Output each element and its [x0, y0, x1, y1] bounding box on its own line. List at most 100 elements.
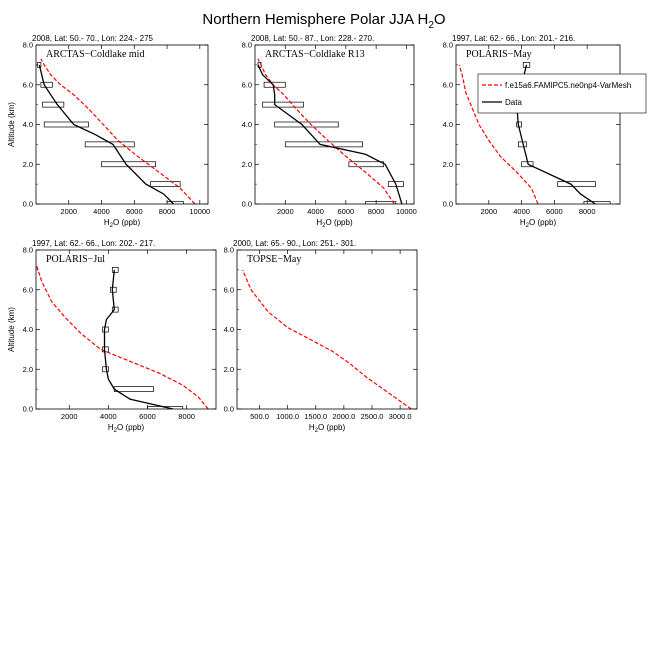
y-tick-label: 0.0	[224, 405, 234, 414]
x-axis-title: H2O (ppb)	[108, 423, 145, 434]
y-axis-title: Altitude (km)	[7, 307, 16, 352]
range-box	[263, 81, 286, 88]
range-box	[42, 101, 65, 108]
y-tick-label: 4.0	[242, 120, 252, 129]
x-tick-label: 2000.0	[332, 412, 355, 421]
chart-panel-2: 2008, Lat: 50.- 87., Lon: 228.- 270. 0.0 2…	[242, 34, 417, 229]
x-axis-title: H2O (ppb)	[104, 218, 141, 229]
range-box	[150, 181, 181, 187]
chart-panel-3: 1997, Lat: 62.- 66., Lon: 201.- 216. 0.0 2…	[443, 34, 647, 229]
x-tick-label: 6000	[546, 207, 563, 216]
range-box	[365, 201, 397, 204]
x-tick-label: 6000	[338, 207, 355, 216]
x-tick-label: 4000	[93, 207, 110, 216]
chart-panel-1: 2008, Lat: 50.- 70., Lon: 224.- 275 0.0 2.…	[7, 34, 210, 229]
panel-header: 2008, Lat: 50.- 87., Lon: 228.- 270.	[251, 34, 374, 43]
y-tick-label: 2.0	[23, 160, 33, 169]
range-box	[262, 101, 304, 108]
plot-area	[37, 58, 196, 204]
y-tick-label: 8.0	[224, 246, 234, 255]
plot-area	[242, 269, 412, 409]
panel-header: 2000, Lat: 65.- 90., Lon: 251.- 301.	[233, 239, 356, 248]
x-tick-label: 4000	[513, 207, 530, 216]
y-tick-label: 0.0	[443, 200, 453, 209]
range-box	[166, 201, 184, 204]
range-box	[274, 121, 339, 128]
y-tick-label: 6.0	[23, 285, 33, 294]
y-tick-label: 4.0	[224, 325, 234, 334]
model-line	[242, 269, 412, 409]
x-tick-label: 8000	[368, 207, 385, 216]
legend-obs-label: Data	[505, 98, 522, 107]
x-tick-label: 2000	[61, 412, 78, 421]
range-box	[40, 81, 53, 88]
panel-label: ARCTAS−Coldlake R13	[265, 49, 365, 60]
plot-frame	[35, 44, 209, 205]
plot-area	[36, 263, 209, 409]
x-tick-label: 10000	[189, 207, 210, 216]
panels: 2008, Lat: 50.- 70., Lon: 224.- 275 0.0 2.…	[7, 34, 647, 434]
x-tick-label: 6000	[139, 412, 156, 421]
x-tick-label: 2000	[277, 207, 294, 216]
plot-frame	[455, 44, 621, 205]
range-box	[102, 346, 109, 353]
y-tick-label: 6.0	[242, 80, 252, 89]
range-box	[102, 366, 109, 373]
range-box	[557, 181, 596, 187]
model-line	[40, 58, 196, 204]
range-box	[387, 181, 404, 187]
y-tick-label: 2.0	[242, 160, 252, 169]
range-box	[43, 121, 89, 128]
range-box	[583, 201, 611, 204]
x-tick-label: 8000	[159, 207, 176, 216]
y-tick-label: 0.0	[23, 405, 33, 414]
y-tick-label: 8.0	[443, 41, 453, 50]
x-tick-label: 3000.0	[389, 412, 412, 421]
panel-header: 1997, Lat: 62.- 66., Lon: 202.- 217.	[32, 239, 155, 248]
chart-panel-5: 2000, Lat: 65.- 90., Lon: 251.- 301. 0.0 2…	[224, 239, 418, 434]
x-tick-label: 1500.0	[304, 412, 327, 421]
range-box	[111, 267, 119, 273]
range-box	[111, 306, 119, 313]
obs-line	[257, 64, 403, 204]
x-tick-label: 2000	[480, 207, 497, 216]
x-axis-title: H2O (ppb)	[309, 423, 346, 434]
panel-label: POLARIS−May	[466, 49, 532, 60]
panel-header: 2008, Lat: 50.- 70., Lon: 224.- 275	[32, 34, 154, 43]
obs-line	[103, 269, 174, 409]
plot-frame	[254, 44, 415, 205]
range-box	[113, 386, 154, 392]
y-tick-label: 4.0	[443, 120, 453, 129]
model-line	[257, 58, 395, 204]
model-line	[458, 64, 539, 204]
x-tick-label: 2000	[60, 207, 77, 216]
legend: f.e15a6.FAMIPC5.ne0np4-VarMesh Data	[477, 73, 647, 114]
y-tick-label: 8.0	[23, 246, 33, 255]
y-axis-title: Altitude (km)	[7, 102, 16, 147]
x-tick-label: 2500.0	[361, 412, 384, 421]
x-tick-label: 1000.0	[276, 412, 299, 421]
y-tick-label: 8.0	[23, 41, 33, 50]
x-tick-label: 10000	[396, 207, 417, 216]
y-tick-label: 2.0	[224, 365, 234, 374]
range-box	[348, 161, 385, 168]
plot-frame	[35, 249, 217, 410]
x-tick-label: 500.0	[250, 412, 269, 421]
legend-box	[477, 73, 647, 114]
y-tick-label: 6.0	[443, 80, 453, 89]
y-tick-label: 6.0	[224, 285, 234, 294]
chart-panel-4: 1997, Lat: 62.- 66., Lon: 202.- 217. 0.0 2…	[7, 239, 217, 434]
panel-label: ARCTAS−Coldlake mid	[46, 49, 144, 60]
plot-frame	[236, 249, 418, 410]
y-tick-label: 4.0	[23, 325, 33, 334]
y-tick-label: 2.0	[443, 160, 453, 169]
x-tick-label: 8000	[579, 207, 596, 216]
panel-label: POLARIS−Jul	[46, 254, 105, 265]
y-tick-label: 4.0	[23, 120, 33, 129]
figure-title: Northern Hemisphere Polar JJA H2O	[202, 11, 445, 31]
x-axis-title: H2O (ppb)	[520, 218, 557, 229]
y-tick-label: 8.0	[242, 41, 252, 50]
y-tick-label: 2.0	[23, 365, 33, 374]
range-box	[284, 141, 363, 148]
